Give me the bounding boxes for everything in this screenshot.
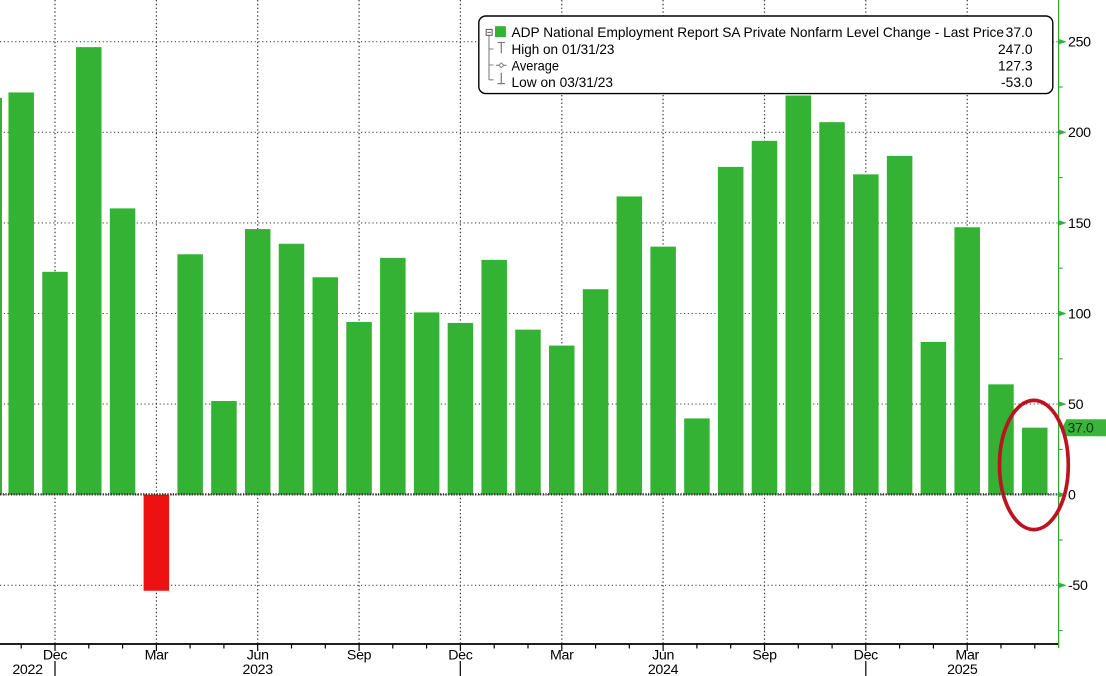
svg-text:Dec: Dec — [854, 647, 879, 663]
svg-text:127.3: 127.3 — [998, 59, 1033, 74]
svg-text:Jun: Jun — [247, 647, 269, 663]
svg-text:High on 01/31/23: High on 01/31/23 — [512, 42, 615, 57]
svg-text:Dec: Dec — [43, 647, 68, 663]
svg-text:150: 150 — [1068, 216, 1091, 232]
svg-text:ADP National Employment Report: ADP National Employment Report SA Privat… — [512, 25, 1005, 40]
svg-text:2025: 2025 — [947, 662, 978, 676]
svg-text:Low on 03/31/23: Low on 03/31/23 — [512, 75, 614, 90]
svg-text:Dec: Dec — [448, 647, 473, 663]
svg-text:247.0: 247.0 — [998, 42, 1033, 57]
svg-text:200: 200 — [1068, 125, 1091, 141]
svg-text:2024: 2024 — [648, 662, 679, 676]
svg-text:Sep: Sep — [347, 647, 372, 663]
svg-text:2022: 2022 — [12, 662, 43, 676]
svg-text:100: 100 — [1068, 306, 1091, 322]
svg-text:-53.0: -53.0 — [1001, 75, 1033, 90]
svg-text:Sep: Sep — [752, 647, 777, 663]
svg-text:Mar: Mar — [145, 647, 169, 663]
svg-text:37.0: 37.0 — [1068, 420, 1095, 436]
svg-text:250: 250 — [1068, 35, 1091, 51]
svg-text:Jun: Jun — [652, 647, 674, 663]
svg-text:Mar: Mar — [550, 647, 574, 663]
svg-text:Average: Average — [512, 59, 560, 74]
svg-text:2023: 2023 — [243, 662, 274, 676]
svg-text:0: 0 — [1068, 488, 1076, 504]
svg-text:37.0: 37.0 — [1006, 25, 1033, 40]
svg-text:50: 50 — [1068, 397, 1084, 413]
svg-text:-50: -50 — [1068, 578, 1088, 594]
svg-text:Mar: Mar — [955, 647, 979, 663]
